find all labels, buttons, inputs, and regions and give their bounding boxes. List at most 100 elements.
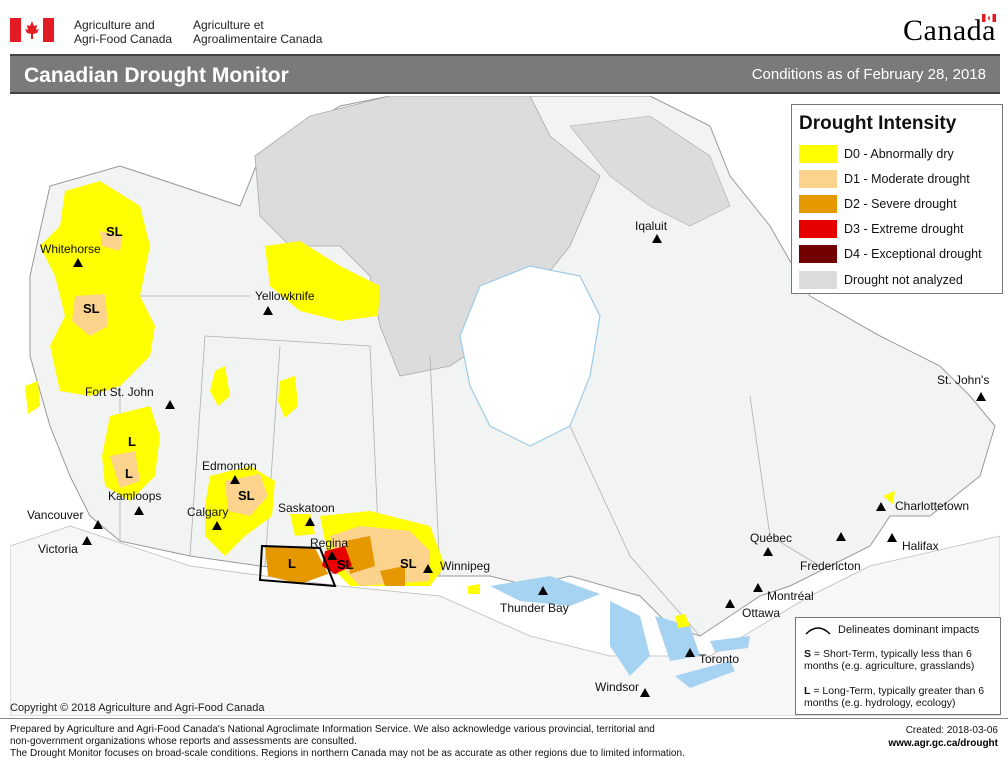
- city-yellowknife: Yellowknife: [255, 289, 315, 303]
- impact-label-sl-manitoba: SL: [400, 556, 417, 571]
- legend-label-not-analyzed: Drought not analyzed: [844, 273, 963, 287]
- legend-swatch-d2: [799, 195, 837, 213]
- lake-michigan: [610, 601, 650, 676]
- canada-flag-icon: [10, 18, 54, 42]
- city-edmonton: Edmonton: [202, 459, 257, 473]
- legend-swatch-d3: [799, 220, 837, 238]
- impact-label-sl-regina: SL: [337, 557, 354, 572]
- impact-short-term: S = Short-Term, typically less than 6 mo…: [804, 648, 996, 672]
- page-header: Agriculture and Agri-Food Canada Agricul…: [0, 0, 1008, 52]
- city-ottawa: Ottawa: [742, 606, 781, 620]
- copyright-notice: Copyright © 2018 Agriculture and Agri-Fo…: [10, 702, 265, 714]
- city-st-johns: St. John's: [937, 373, 990, 387]
- city-marker-vancouver: [93, 520, 103, 529]
- legend-item-d1: D1 - Moderate drought: [799, 170, 999, 190]
- legend-label-d0: D0 - Abnormally dry: [844, 147, 954, 161]
- legend-label-d3: D3 - Extreme drought: [844, 222, 964, 236]
- drought-intensity-legend: Drought Intensity D0 - Abnormally dry D1…: [791, 104, 1003, 294]
- canada-wordmark: Canada: [903, 14, 996, 47]
- impact-line-icon: [805, 627, 831, 635]
- legend-title: Drought Intensity: [799, 113, 957, 134]
- city-marker-saskatoon: [305, 517, 315, 526]
- city-charlottetown: Charlottetown: [895, 499, 970, 513]
- d0-manitoba-south: [468, 584, 480, 594]
- lake-ontario: [710, 636, 750, 652]
- city-marker-edmonton: [230, 475, 240, 484]
- d0-ontario: [675, 614, 690, 628]
- d1-bc-north: [72, 294, 108, 336]
- map-canvas: [10, 96, 1000, 716]
- city-marker-ottawa: [725, 599, 735, 608]
- impact-label-l-bc2: L: [125, 466, 133, 481]
- city-saskatoon: Saskatoon: [278, 501, 335, 515]
- dept-en-line2: Agri-Food Canada: [74, 32, 173, 46]
- city-marker-quebec: [763, 547, 773, 556]
- city-marker-toronto: [685, 648, 695, 657]
- d1-bc-interior: [110, 451, 140, 488]
- impact-label-l-sask: L: [288, 556, 296, 571]
- legend-swatch-d4: [799, 245, 837, 263]
- city-marker-iqaluit: [652, 234, 662, 243]
- city-montreal: Montréal: [767, 589, 814, 603]
- d1-alberta: [225, 474, 268, 516]
- legend-swatch-d1: [799, 170, 837, 188]
- impact-label-sl-bc: SL: [83, 301, 100, 316]
- conditions-date: Conditions as of February 28, 2018: [751, 66, 986, 83]
- impact-short-term-text: = Short-Term, typically less than 6 mont…: [804, 648, 975, 672]
- footer-text: Prepared by Agriculture and Agri-Food Ca…: [10, 724, 790, 760]
- legend-item-d0: D0 - Abnormally dry: [799, 145, 999, 165]
- impact-boundary: [258, 544, 337, 588]
- drought-url-link[interactable]: www.agr.gc.ca/drought: [888, 738, 998, 749]
- d0-coast: [25, 381, 40, 414]
- legend-item-not-analyzed: Drought not analyzed: [799, 271, 999, 291]
- legend-item-d2: D2 - Severe drought: [799, 195, 999, 215]
- city-marker-regina: [327, 551, 337, 560]
- city-marker-calgary: [212, 521, 222, 530]
- footer-line-3: The Drought Monitor focuses on broad-sca…: [10, 748, 685, 759]
- city-marker-winnipeg: [423, 564, 433, 573]
- city-marker-windsor: [640, 688, 650, 697]
- city-marker-victoria: [82, 536, 92, 545]
- city-quebec: Québec: [750, 531, 793, 545]
- legend-item-d3: D3 - Extreme drought: [799, 220, 999, 240]
- footer-line-2: non-government organizations whose repor…: [10, 736, 357, 747]
- footer-line-1: Prepared by Agriculture and Agri-Food Ca…: [10, 724, 655, 735]
- d0-sask-north: [278, 376, 298, 418]
- department-name-french: Agriculture et Agroalimentaire Canada: [193, 18, 322, 46]
- d2-regina: [345, 536, 375, 574]
- legend-swatch-not-analyzed: [799, 271, 837, 289]
- city-marker-whitehorse: [73, 258, 83, 267]
- impact-label-sl-alberta: SL: [238, 488, 255, 503]
- city-regina: Regina: [310, 536, 349, 550]
- city-marker-st-johns: [976, 392, 986, 401]
- impact-label-sl-yukon: SL: [106, 224, 123, 239]
- d0-yellowknife: [265, 241, 380, 321]
- wordmark-flag-icon: [982, 14, 996, 22]
- dept-fr-line1: Agriculture et: [193, 18, 264, 32]
- page-title: Canadian Drought Monitor: [24, 64, 289, 87]
- legend-swatch-d0: [799, 145, 837, 163]
- dept-fr-line2: Agroalimentaire Canada: [193, 32, 323, 46]
- city-vancouver: Vancouver: [27, 508, 84, 522]
- lake-erie: [675, 661, 735, 688]
- impact-long-term-text: = Long-Term, typically greater than 6 mo…: [804, 685, 985, 709]
- city-windsor: Windsor: [595, 680, 640, 694]
- d2-south: [380, 566, 405, 586]
- d2-sw-sask: [265, 546, 328, 584]
- city-marker-fort-st-john: [165, 400, 175, 409]
- city-winnipeg: Winnipeg: [440, 559, 491, 573]
- page-footer: Prepared by Agriculture and Agri-Food Ca…: [0, 718, 1008, 769]
- impact-short-term-key: S: [804, 648, 812, 660]
- legend-label-d4: D4 - Exceptional drought: [844, 247, 982, 261]
- drought-map: SL SL L L SL L SL SL Whitehorse Yellowkn…: [10, 96, 1000, 716]
- d0-alberta-north: [210, 366, 230, 406]
- impact-legend: Delineates dominant impacts S = Short-Te…: [795, 617, 1001, 715]
- city-fredericton: Fredericton: [800, 559, 861, 573]
- city-fort-st-john: Fort St. John: [85, 385, 154, 399]
- city-halifax: Halifax: [902, 539, 939, 553]
- created-date: Created: 2018-03-06: [905, 725, 998, 736]
- d1-yukon: [100, 231, 122, 251]
- city-iqaluit: Iqaluit: [635, 219, 668, 233]
- impact-long-term-key: L: [804, 685, 811, 697]
- legend-label-d1: D1 - Moderate drought: [844, 172, 970, 186]
